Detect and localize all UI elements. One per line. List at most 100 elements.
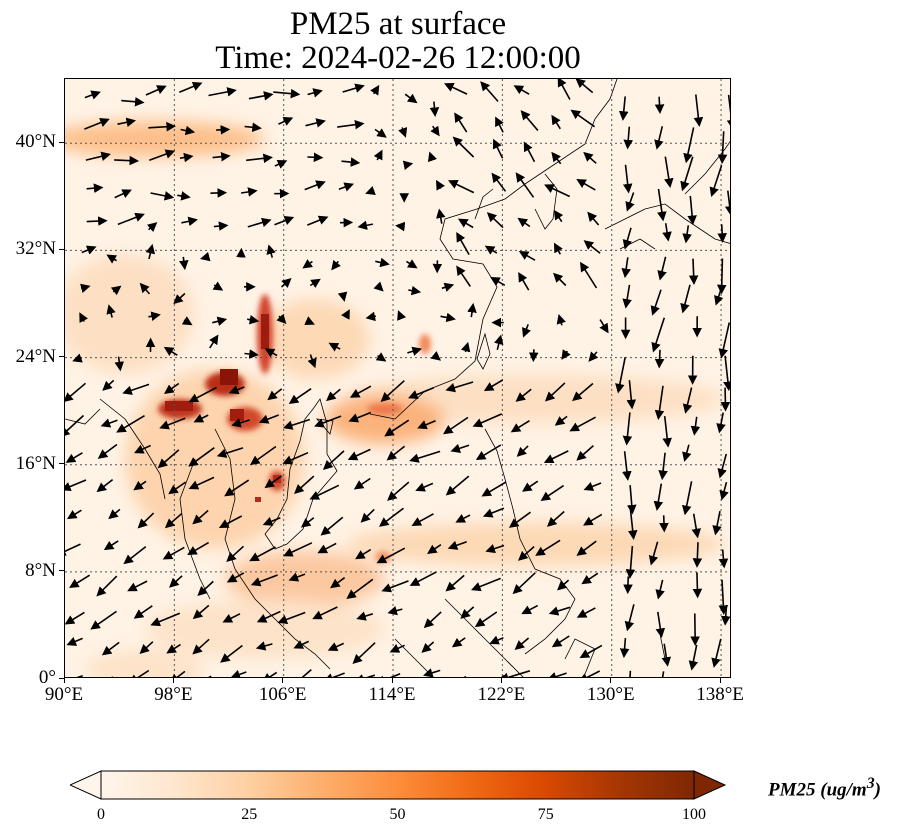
wind-arrow (409, 450, 441, 463)
wind-arrow (551, 114, 561, 130)
wind-arrow (81, 245, 97, 255)
wind-arrow (66, 509, 82, 520)
wind-arrow (452, 136, 475, 158)
wind-arrow (623, 126, 634, 150)
wind-arrow (139, 641, 154, 654)
wind-arrow (173, 292, 186, 305)
wind-arrow (625, 192, 635, 212)
wind-arrow (307, 152, 324, 163)
wind-arrow (169, 575, 183, 588)
wind-arrow (376, 547, 406, 564)
wind-arrow (159, 417, 186, 430)
wind-arrow (274, 216, 295, 226)
wind-arrow (122, 383, 150, 395)
wind-arrow (212, 151, 231, 162)
wind-arrow (273, 88, 301, 99)
wind-arrow (370, 84, 380, 96)
y-tick-mark (59, 463, 64, 465)
wind-arrow (114, 189, 132, 199)
wind-arrow (274, 159, 288, 169)
wind-arrow (327, 642, 345, 652)
wind-arrow (146, 222, 158, 233)
wind-arrow (220, 644, 243, 663)
wind-arrow (375, 673, 401, 677)
wind-arrow (353, 477, 371, 490)
x-tick-label: 130°E (586, 684, 635, 705)
wind-arrow (188, 476, 215, 490)
wind-arrow (212, 316, 228, 326)
wind-arrow (168, 481, 187, 495)
wind-arrow (662, 416, 672, 448)
wind-arrow (123, 545, 147, 565)
wind-arrow (72, 353, 83, 363)
colorbar-title: PM25 (ug/m3) (768, 775, 881, 801)
wind-arrow (244, 349, 259, 359)
wind-arrow (133, 480, 147, 491)
wind-arrow (489, 635, 504, 645)
wind-arrow (512, 572, 536, 595)
wind-arrow (181, 216, 198, 227)
wind-arrow (387, 481, 410, 501)
wind-arrow (102, 379, 115, 391)
wind-arrow (378, 507, 404, 527)
map-panel (64, 78, 731, 678)
wind-arrow (178, 81, 203, 94)
wind-arrow (553, 209, 564, 223)
wind-arrow (65, 452, 83, 463)
wind-arrow (456, 232, 470, 255)
wind-arrow (244, 122, 262, 133)
wind-arrow (193, 413, 209, 423)
wind-arrow (578, 670, 601, 677)
wind-arrow (430, 350, 441, 361)
wind-arrow (622, 284, 632, 309)
wind-arrow (150, 191, 175, 201)
wind-arrow (460, 341, 471, 353)
wind-arrow (480, 81, 499, 102)
wind-arrow (718, 579, 729, 615)
wind-arrow (515, 388, 532, 402)
wind-arrow (407, 346, 422, 356)
wind-arrow (264, 348, 278, 358)
wind-arrow (654, 349, 665, 369)
wind-arrow (692, 542, 703, 568)
wind-arrow (483, 379, 504, 392)
wind-arrow (352, 642, 376, 664)
wind-arrow (127, 580, 148, 592)
wind-arrow (216, 125, 231, 135)
wind-arrow (622, 164, 633, 194)
y-tick-label: 24°N (15, 345, 56, 367)
wind-arrow (485, 544, 505, 554)
wind-arrow (472, 413, 503, 428)
wind-arrow (163, 346, 178, 356)
wind-arrow (188, 447, 215, 467)
wind-arrow (626, 485, 637, 515)
wind-arrow (356, 611, 374, 621)
wind-arrow (255, 641, 273, 651)
wind-arrow (85, 151, 111, 161)
wind-arrow (615, 357, 626, 394)
wind-arrow (583, 513, 603, 526)
y-tick-mark (59, 141, 64, 143)
wind-arrow (404, 93, 418, 104)
wind-arrow (256, 610, 281, 623)
y-tick-label: 8°N (25, 559, 56, 581)
wind-arrow (277, 611, 306, 625)
colorbar-tick-label: 50 (389, 806, 406, 823)
wind-arrow (570, 109, 596, 128)
wind-arrow (694, 677, 697, 678)
wind-arrow (177, 191, 191, 201)
wind-arrow (680, 156, 694, 192)
wind-arrow (557, 579, 570, 591)
wind-arrow (163, 382, 180, 394)
wind-arrow (224, 479, 250, 497)
wind-arrow (513, 85, 530, 95)
wind-arrow (381, 580, 409, 593)
wind-arrow (443, 416, 469, 435)
wind-arrow (354, 674, 376, 677)
wind-arrow (304, 316, 315, 326)
wind-arrow (157, 449, 180, 469)
wind-arrow (210, 188, 228, 198)
wind-arrow (179, 152, 194, 163)
wind-arrow (212, 281, 224, 291)
wind-arrow (662, 223, 672, 242)
